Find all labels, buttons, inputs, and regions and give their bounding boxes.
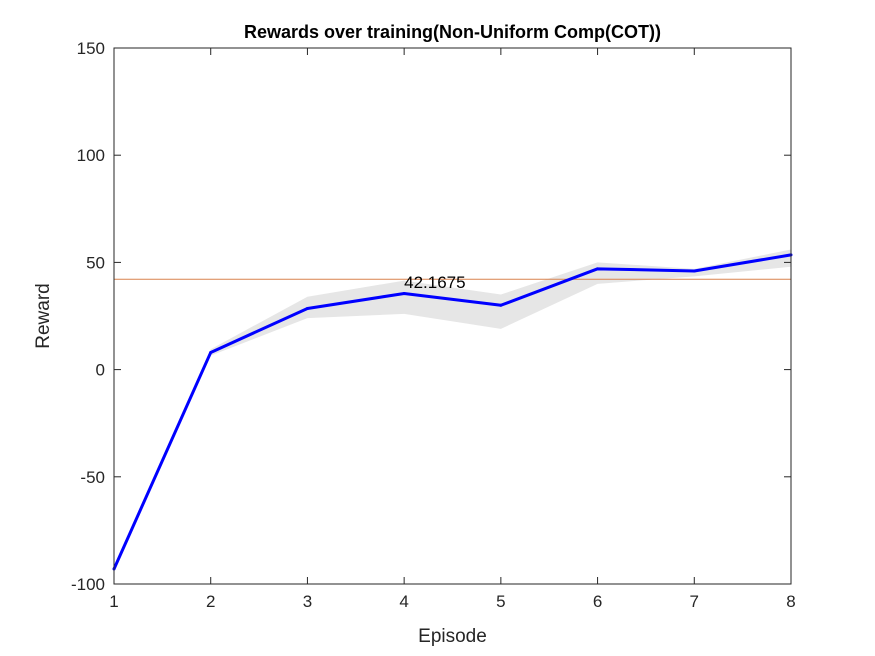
y-axis-label: Reward (33, 283, 54, 348)
y-tick-label: -100 (71, 575, 105, 594)
x-axis-label: Episode (418, 626, 487, 647)
y-tick-label: 100 (77, 146, 105, 165)
y-axis-ticks: -100 -50 0 50 100 150 (71, 39, 791, 594)
x-tick-label: 2 (206, 592, 215, 611)
x-tick-label: 7 (690, 592, 699, 611)
x-tick-label: 3 (303, 592, 312, 611)
series-line-reward (112, 253, 792, 570)
confidence-band (114, 249, 791, 569)
confidence-band-layer (114, 249, 791, 569)
data-point (692, 269, 696, 273)
data-point (596, 267, 600, 271)
data-point (209, 350, 213, 354)
x-tick-label: 5 (496, 592, 505, 611)
series-layer (112, 253, 793, 571)
x-axis-ticks: 1 2 3 4 5 6 7 8 (109, 48, 796, 611)
axes-box (113, 47, 792, 585)
y-tick-label: 50 (86, 253, 105, 272)
data-point (402, 291, 406, 295)
data-point (499, 303, 503, 307)
x-tick-label: 8 (786, 592, 795, 611)
x-tick-label: 4 (399, 592, 408, 611)
mean-value-annotation: 42.1675 (404, 273, 465, 292)
x-tick-label: 1 (109, 592, 118, 611)
annotation-layer: 42.1675 (404, 273, 465, 292)
chart-title: Rewards over training(Non-Uniform Comp(C… (244, 22, 661, 42)
y-tick-label: 150 (77, 39, 105, 58)
data-point (305, 306, 309, 310)
x-tick-label: 6 (593, 592, 602, 611)
y-tick-label: -50 (80, 468, 105, 487)
y-tick-label: 0 (96, 361, 105, 380)
